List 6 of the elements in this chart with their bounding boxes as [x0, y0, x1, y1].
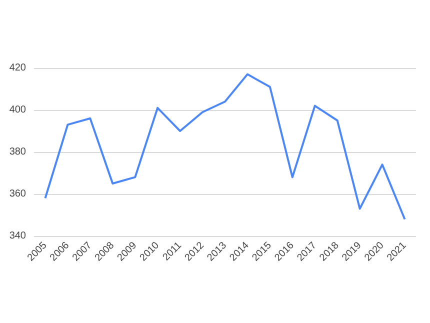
line-series	[44, 73, 406, 220]
y-tick-label: 380	[9, 146, 26, 158]
y-tick-label: 420	[9, 62, 26, 74]
y-tick-label: 400	[9, 104, 26, 116]
y-tick-label: 340	[9, 230, 26, 242]
y-tick-label: 360	[9, 188, 26, 200]
